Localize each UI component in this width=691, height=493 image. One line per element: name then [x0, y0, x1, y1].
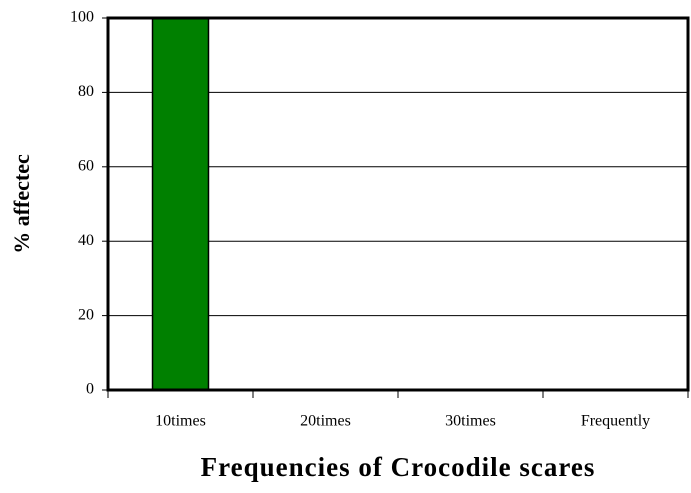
bar [151, 17, 210, 391]
plot-border [106, 16, 690, 392]
y-tick-label: 60 [78, 157, 94, 174]
y-tick-label: 40 [78, 232, 94, 249]
x-axis-label: Frequencies of Crocodile scares [201, 452, 596, 482]
y-tick-label: 20 [78, 306, 94, 323]
x-tick-label: 20times [300, 413, 351, 430]
x-tick-label: Frequently [581, 413, 650, 430]
x-tick-label: 30times [445, 413, 496, 430]
y-tick-label: 0 [86, 381, 94, 398]
y-tick-label: 80 [78, 83, 94, 100]
y-tick-label: 100 [70, 9, 94, 26]
x-tick-label: 10times [155, 413, 206, 430]
y-axis-label: % affectec [9, 154, 34, 254]
